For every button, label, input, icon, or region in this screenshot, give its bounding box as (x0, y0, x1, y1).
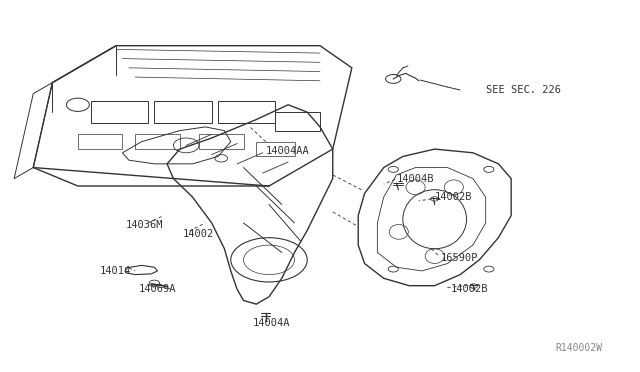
Text: 14002: 14002 (183, 229, 214, 239)
Text: 14004B: 14004B (396, 174, 434, 184)
Text: 14069A: 14069A (138, 284, 176, 294)
Text: 14002B: 14002B (451, 284, 488, 294)
Text: 14002B: 14002B (435, 192, 472, 202)
Text: 16590P: 16590P (441, 253, 479, 263)
Text: 14004AA: 14004AA (266, 146, 310, 156)
Text: R140002W: R140002W (556, 343, 603, 353)
Text: 14004A: 14004A (253, 318, 291, 328)
Text: SEE SEC. 226: SEE SEC. 226 (486, 85, 561, 95)
Text: 14014: 14014 (100, 266, 131, 276)
Text: 14036M: 14036M (125, 220, 163, 230)
